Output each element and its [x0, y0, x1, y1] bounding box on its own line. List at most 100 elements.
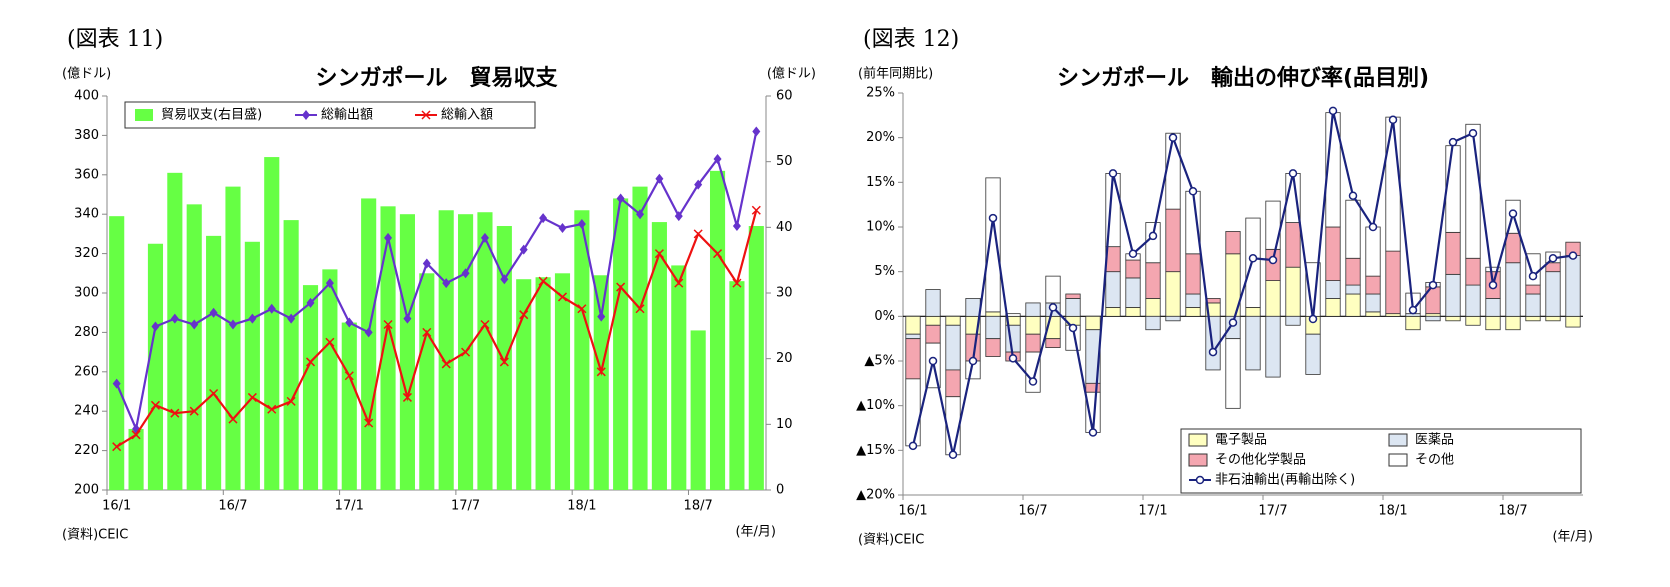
marker	[558, 222, 567, 233]
bar	[380, 206, 396, 490]
y-tick-label: 340	[74, 207, 99, 222]
bar	[225, 186, 241, 490]
bar	[1525, 315, 1541, 322]
bar	[945, 369, 961, 398]
marker	[287, 313, 296, 324]
bar	[535, 277, 551, 490]
bar	[1505, 262, 1521, 317]
marker	[948, 450, 958, 460]
marker	[1108, 169, 1118, 178]
marker	[500, 274, 509, 285]
legend-swatch	[1188, 433, 1208, 447]
marker	[1488, 280, 1498, 290]
bar	[1105, 306, 1121, 317]
marker	[752, 126, 761, 137]
bar	[1125, 306, 1141, 317]
y-tick-label: ▲5%	[864, 354, 895, 369]
bar	[925, 315, 941, 326]
y-tick-label: 300	[74, 286, 99, 301]
marker	[1408, 305, 1418, 315]
x-tick-label: 17/7	[451, 499, 480, 514]
bar	[1185, 306, 1201, 317]
bar	[1525, 284, 1541, 295]
bar	[1265, 280, 1281, 317]
bar	[1025, 302, 1041, 317]
bar	[1385, 313, 1401, 317]
bar	[1245, 315, 1261, 371]
bar	[1565, 255, 1581, 317]
bar	[1405, 315, 1421, 331]
x-tick-label: 16/7	[1018, 504, 1047, 519]
y-tick-label: 400	[74, 89, 99, 104]
legend-label: 総輸出額	[321, 108, 373, 123]
y-tick-label: 25%	[866, 86, 895, 101]
bar	[1165, 271, 1181, 317]
bar	[1525, 293, 1541, 317]
bar	[1485, 315, 1501, 331]
bar	[1385, 250, 1401, 315]
legend-label: 非石油輸出(再輸出除く)	[1215, 473, 1355, 488]
bar	[322, 269, 338, 490]
marker	[1388, 115, 1398, 125]
marker	[345, 317, 354, 328]
bar	[264, 157, 280, 490]
marker	[1288, 169, 1298, 178]
marker	[577, 219, 586, 230]
bar	[1185, 253, 1201, 295]
bar	[1145, 315, 1161, 331]
bar	[399, 214, 415, 490]
marker	[209, 388, 219, 399]
marker	[519, 244, 528, 255]
marker	[442, 278, 451, 289]
marker	[1268, 255, 1278, 265]
bar	[1145, 298, 1161, 317]
legend-swatch	[1188, 453, 1208, 467]
source-note: (資料)CEIC	[62, 528, 128, 543]
bar	[1365, 293, 1381, 313]
bar	[925, 289, 941, 317]
bar	[109, 216, 125, 491]
marker	[150, 400, 160, 410]
bar	[729, 281, 745, 490]
chart-title: シンガポール 貿易収支	[315, 65, 558, 91]
marker	[713, 249, 723, 259]
bar	[147, 243, 164, 490]
bar	[419, 273, 435, 490]
bar	[651, 222, 667, 490]
bar	[1145, 222, 1161, 264]
bar	[1085, 382, 1101, 393]
bar	[985, 177, 1001, 313]
figure-label: (図表 11)	[67, 27, 163, 52]
marker	[1248, 254, 1258, 263]
y2-tick-label: 10	[776, 417, 793, 432]
bar	[1045, 275, 1061, 304]
bar	[925, 324, 941, 344]
y2-tick-label: 30	[776, 286, 793, 301]
marker	[267, 404, 277, 414]
marker	[384, 232, 393, 243]
y2-tick-label: 0	[776, 483, 784, 498]
line	[911, 110, 1574, 456]
legend-swatch	[302, 110, 310, 120]
legend-swatch	[421, 110, 431, 120]
marker	[305, 357, 316, 367]
legend-swatch	[1388, 453, 1408, 467]
bar	[1085, 315, 1101, 331]
bar	[1285, 315, 1301, 326]
marker	[655, 173, 664, 184]
bar	[361, 198, 377, 490]
marker	[190, 319, 199, 330]
marker	[247, 392, 257, 402]
bar	[1445, 231, 1461, 275]
bar	[574, 210, 590, 490]
y-tick-label: 200	[74, 483, 99, 498]
marker	[539, 213, 548, 224]
marker	[131, 430, 141, 440]
legend-box	[124, 101, 536, 129]
marker	[170, 313, 179, 324]
bar	[1325, 280, 1341, 299]
x-tick-label: 18/1	[567, 499, 596, 514]
marker	[402, 392, 412, 402]
bar	[1345, 284, 1361, 295]
bar	[1285, 222, 1301, 268]
